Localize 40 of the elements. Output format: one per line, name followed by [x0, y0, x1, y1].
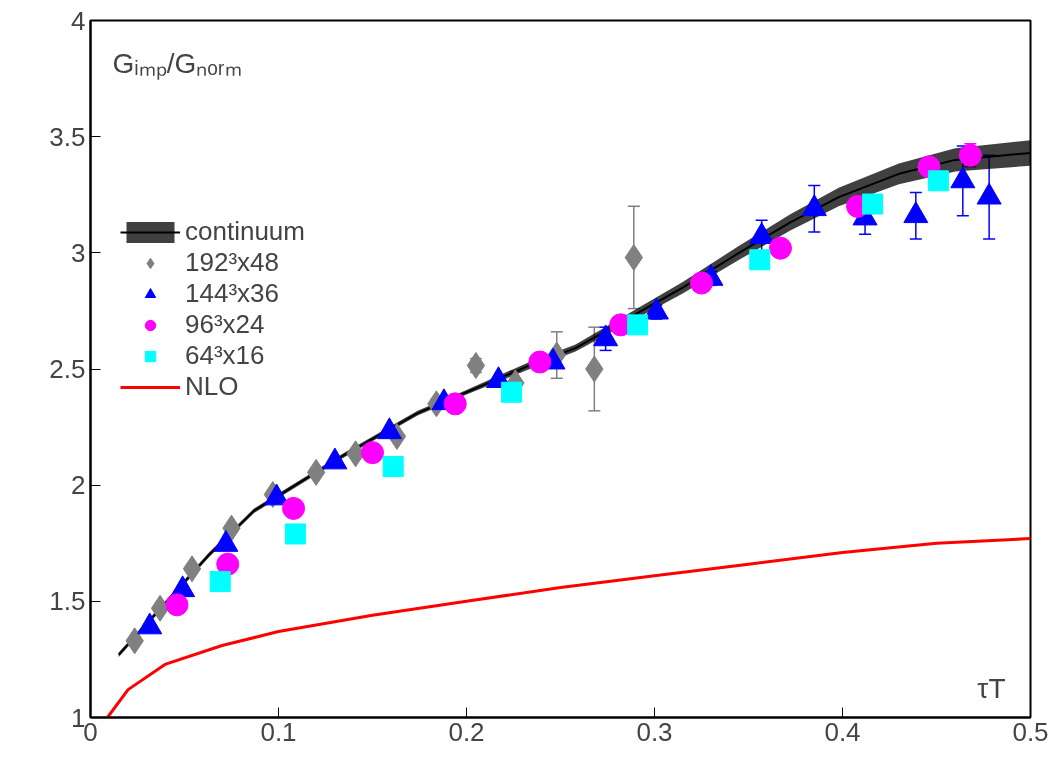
y-tick-label: 4 [71, 5, 86, 36]
point [501, 381, 523, 403]
point [216, 552, 240, 576]
y-tick-label: 1.5 [49, 586, 86, 617]
x-tick-label: 0.5 [1012, 716, 1049, 747]
point [182, 555, 202, 583]
legend-label: NLO [185, 371, 239, 402]
y-tick-label: 3.5 [49, 121, 86, 152]
point [749, 249, 771, 271]
point [862, 193, 884, 215]
y-tick-label: 3 [71, 237, 86, 268]
point [627, 314, 649, 336]
x-tick-label: 0.3 [636, 716, 673, 747]
point [209, 571, 231, 593]
point [282, 496, 306, 520]
legend-label: 96³x24 [185, 309, 265, 340]
point [768, 236, 792, 260]
legend-label: 64³x16 [185, 340, 265, 371]
legend-label: continuum [185, 216, 305, 247]
y-tick-label: 2.5 [49, 354, 86, 384]
point [284, 523, 306, 545]
point [528, 350, 552, 374]
x-axis-title: τT [977, 672, 1006, 704]
point [927, 170, 949, 192]
point [306, 458, 326, 486]
y-axis-title: Gᵢₘₚ/Gₙₒᵣₘ [112, 47, 242, 80]
x-tick-label: 0.2 [448, 716, 485, 747]
legend-label: 192³x48 [185, 247, 279, 278]
point [361, 441, 384, 465]
legend-label: 144³x36 [185, 278, 279, 309]
x-tick-label: 0 [83, 716, 98, 747]
x-tick-label: 0.4 [824, 716, 861, 747]
line-series [105, 537, 1031, 718]
point [382, 456, 404, 478]
point [150, 594, 170, 622]
point [958, 143, 982, 167]
point [165, 593, 189, 617]
y-tick-label: 2 [71, 470, 86, 501]
point [443, 392, 467, 416]
x-tick-label: 0.1 [260, 716, 297, 747]
